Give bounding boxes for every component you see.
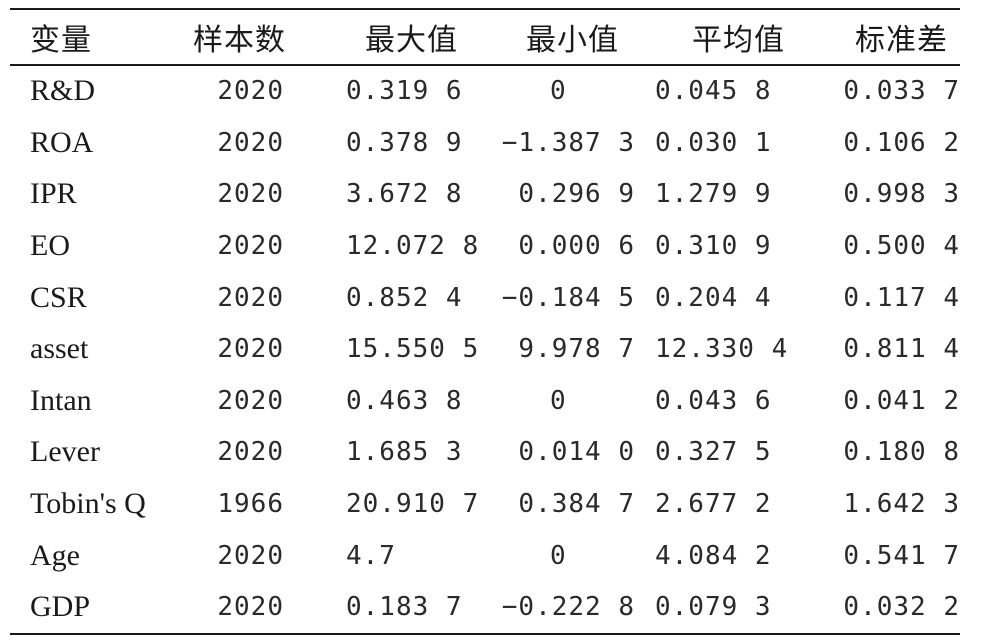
cell-min: −1.387 3 — [501, 127, 635, 158]
cell-min: 9.978 7 — [518, 334, 635, 365]
cell-std-dev: 0.811 4 — [843, 334, 960, 365]
cell-mean: 0.045 8 — [655, 76, 772, 107]
cell-mean: 0.310 9 — [655, 231, 772, 262]
header-std-dev: 标准差 — [855, 23, 948, 58]
cell-variable: EO — [30, 229, 70, 263]
cell-sample-size: 2020 — [217, 76, 284, 107]
cell-mean: 0.030 1 — [655, 127, 772, 158]
cell-min: 0 — [550, 540, 567, 571]
cell-max: 15.550 5 — [346, 334, 480, 365]
cell-mean: 0.043 6 — [655, 385, 772, 416]
cell-sample-size: 2020 — [217, 437, 284, 468]
table-row: Intan 2020 0.463 8 0 0.043 6 0.041 2 — [10, 375, 960, 427]
cell-mean: 2.677 2 — [655, 489, 772, 520]
cell-max: 4.7 — [346, 540, 396, 571]
cell-min: 0 — [550, 76, 567, 107]
header-mean: 平均值 — [692, 23, 785, 58]
cell-std-dev: 0.998 3 — [843, 179, 960, 210]
cell-sample-size: 2020 — [217, 282, 284, 313]
cell-min: 0.296 9 — [518, 179, 635, 210]
header-max: 最大值 — [365, 23, 458, 58]
cell-variable: Age — [30, 538, 80, 572]
table-row: R&D 2020 0.319 6 0 0.045 8 0.033 7 — [10, 66, 960, 118]
table-header-row: 变量 样本数 最大值 最小值 平均值 标准差 — [10, 10, 960, 64]
cell-variable: Lever — [30, 435, 100, 469]
cell-variable: asset — [30, 332, 89, 366]
cell-mean: 0.204 4 — [655, 282, 772, 313]
cell-min: 0.384 7 — [518, 489, 635, 520]
cell-max: 1.685 3 — [346, 437, 463, 468]
cell-sample-size: 2020 — [217, 179, 284, 210]
cell-std-dev: 0.541 7 — [843, 540, 960, 571]
cell-variable: CSR — [30, 280, 87, 314]
cell-variable: ROA — [30, 125, 94, 159]
cell-max: 3.672 8 — [346, 179, 463, 210]
descriptive-statistics-table: 变量 样本数 最大值 最小值 平均值 标准差 R&D 2020 0.319 6 0 0.… — [10, 8, 960, 636]
cell-variable: Intan — [30, 383, 92, 417]
cell-std-dev: 0.033 7 — [843, 76, 960, 107]
cell-variable: Tobin's Q — [30, 487, 146, 521]
cell-sample-size: 2020 — [217, 231, 284, 262]
header-sample-size: 样本数 — [193, 23, 286, 58]
cell-mean: 4.084 2 — [655, 540, 772, 571]
cell-max: 12.072 8 — [346, 231, 480, 262]
cell-min: 0 — [550, 385, 567, 416]
cell-std-dev: 0.032 2 — [843, 592, 960, 623]
table-header-rule — [10, 64, 960, 66]
cell-variable: R&D — [30, 74, 96, 108]
cell-mean: 12.330 4 — [655, 334, 789, 365]
table-top-rule — [10, 8, 960, 10]
cell-std-dev: 0.500 4 — [843, 231, 960, 262]
cell-std-dev: 0.180 8 — [843, 437, 960, 468]
cell-max: 0.852 4 — [346, 282, 463, 313]
cell-sample-size: 2020 — [217, 540, 284, 571]
table-row: Lever 2020 1.685 3 0.014 0 0.327 5 0.180 8 — [10, 427, 960, 479]
cell-std-dev: 0.117 4 — [843, 282, 960, 313]
cell-sample-size: 2020 — [217, 592, 284, 623]
cell-std-dev: 0.041 2 — [843, 385, 960, 416]
cell-min: −0.184 5 — [501, 282, 635, 313]
cell-variable: IPR — [30, 177, 77, 211]
cell-sample-size: 2020 — [217, 334, 284, 365]
cell-sample-size: 2020 — [217, 127, 284, 158]
cell-sample-size: 2020 — [217, 385, 284, 416]
table-bottom-rule — [10, 633, 960, 636]
cell-max: 0.183 7 — [346, 592, 463, 623]
cell-min: 0.014 0 — [518, 437, 635, 468]
cell-min: 0.000 6 — [518, 231, 635, 262]
table-row: GDP 2020 0.183 7 −0.222 8 0.079 3 0.032 2 — [10, 581, 960, 633]
cell-std-dev: 1.642 3 — [843, 489, 960, 520]
cell-max: 0.319 6 — [346, 76, 463, 107]
cell-sample-size: 1966 — [217, 489, 284, 520]
cell-min: −0.222 8 — [501, 592, 635, 623]
cell-mean: 0.327 5 — [655, 437, 772, 468]
cell-max: 20.910 7 — [346, 489, 480, 520]
table-row: asset 2020 15.550 5 9.978 7 12.330 4 0.811 4 — [10, 323, 960, 375]
table-row: Tobin's Q 1966 20.910 7 0.384 7 2.677 2 1.642… — [10, 478, 960, 530]
table-row: Age 2020 4.7 0 4.084 2 0.541 7 — [10, 530, 960, 582]
cell-variable: GDP — [30, 590, 91, 624]
header-min: 最小值 — [526, 23, 619, 58]
cell-max: 0.463 8 — [346, 385, 463, 416]
header-variable: 变量 — [30, 23, 92, 58]
cell-max: 0.378 9 — [346, 127, 463, 158]
cell-mean: 0.079 3 — [655, 592, 772, 623]
table-row: CSR 2020 0.852 4 −0.184 5 0.204 4 0.117 4 — [10, 272, 960, 324]
table-row: ROA 2020 0.378 9 −1.387 3 0.030 1 0.106 2 — [10, 117, 960, 169]
cell-std-dev: 0.106 2 — [843, 127, 960, 158]
cell-mean: 1.279 9 — [655, 179, 772, 210]
table-body: R&D 2020 0.319 6 0 0.045 8 0.033 7 ROA 2020 0.37… — [10, 66, 960, 634]
table-row: IPR 2020 3.672 8 0.296 9 1.279 9 0.998 3 — [10, 169, 960, 221]
table-row: EO 2020 12.072 8 0.000 6 0.310 9 0.500 4 — [10, 220, 960, 272]
